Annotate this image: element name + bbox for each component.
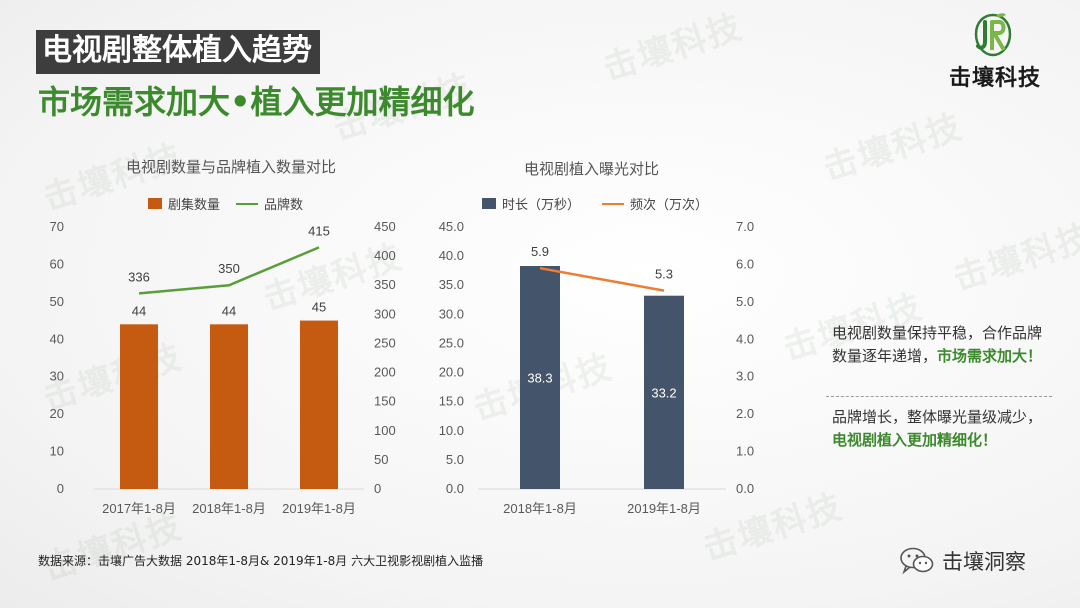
bar-value-label: 44 [222, 303, 236, 318]
y-left-tick-label: 50 [50, 294, 64, 309]
watermark: 击壤科技 [948, 216, 1080, 300]
chart1-title: 电视剧数量与品牌植入数量对比 [126, 158, 337, 176]
x-tick-label: 2019年1-8月 [282, 501, 356, 516]
y-right-tick-label: 300 [374, 306, 396, 321]
line-value-label: 336 [128, 269, 150, 284]
wechat-label: 击壤洞察 [942, 550, 1026, 574]
y-right-tick-label: 200 [374, 365, 396, 380]
y-right-tick-label: 400 [374, 248, 396, 263]
note-2: 品牌增长，整体曝光量级减少， 电视剧植入更加精细化！ [832, 406, 1054, 452]
y-right-tick-label: 0 [374, 481, 381, 496]
y-left-tick-label: 0.0 [446, 481, 464, 496]
jr-leaf-logo-icon [974, 13, 1012, 57]
legend-swatch [602, 202, 624, 205]
note-2-highlight: 电视剧植入更加精细化！ [832, 431, 998, 449]
chart2-legend-bar: 时长（万秒） [482, 194, 580, 213]
y-left-tick-label: 15.0 [439, 394, 464, 409]
series-line [138, 246, 320, 295]
logo-text: 击壤科技 [948, 66, 1041, 91]
y-right-tick-label: 50 [374, 452, 388, 467]
y-left-tick-label: 25.0 [439, 335, 464, 350]
bar [520, 266, 560, 489]
y-right-tick-label: 250 [374, 335, 396, 350]
legend-swatch [482, 198, 496, 209]
y-right-tick-label: 4.0 [736, 331, 754, 346]
bar-value-label: 44 [132, 303, 146, 318]
y-right-tick-label: 1.0 [736, 444, 754, 459]
chart1-legend-bar: 剧集数量 [148, 194, 220, 213]
y-left-tick-label: 10 [50, 444, 64, 459]
y-right-tick-label: 6.0 [736, 256, 754, 271]
y-left-tick-label: 40.0 [439, 248, 464, 263]
chart1-legend-line: 品牌数 [236, 194, 303, 213]
note-1-highlight: 市场需求加大！ [937, 347, 1043, 365]
y-left-tick-label: 30 [50, 369, 64, 384]
legend-label: 剧集数量 [168, 198, 221, 213]
wechat-account[interactable]: 击壤洞察 [900, 546, 1026, 576]
y-left-tick-label: 70 [50, 219, 64, 234]
y-left-tick-label: 5.0 [446, 452, 464, 467]
x-tick-label: 2018年1-8月 [192, 501, 266, 516]
legend-swatch [148, 198, 162, 209]
y-right-tick-label: 2.0 [736, 406, 754, 421]
watermark: 击壤科技 [598, 6, 748, 90]
note-1-text: 电视剧数量保持平稳，合作品牌数量逐年递增， [832, 324, 1043, 365]
bar [120, 324, 158, 489]
y-right-tick-label: 100 [374, 423, 396, 438]
wechat-icon [900, 547, 934, 575]
y-left-tick-label: 20.0 [439, 365, 464, 380]
legend-label: 时长（万秒） [502, 198, 581, 213]
watermark: 击壤科技 [818, 106, 968, 190]
chart2-legend-line: 频次（万次） [602, 194, 708, 213]
chart2-plot: 0.0 5.0 10.0 15.0 20.0 25.0 30.0 35.0 40.0 45.0 0.… [439, 219, 754, 516]
line-value-label: 415 [308, 223, 330, 238]
y-right-tick-label: 7.0 [736, 219, 754, 234]
y-right-tick-label: 0.0 [736, 481, 754, 496]
y-left-tick-label: 60 [50, 256, 64, 271]
y-left-tick-label: 20 [50, 406, 64, 421]
y-left-tick-label: 35.0 [439, 277, 464, 292]
y-left-tick-label: 0 [57, 481, 64, 496]
y-right-tick-label: 450 [374, 219, 396, 234]
legend-label: 品牌数 [264, 198, 304, 213]
y-right-tick-label: 350 [374, 277, 396, 292]
y-left-tick-label: 45.0 [439, 219, 464, 234]
x-tick-label: 2018年1-8月 [503, 501, 577, 516]
bar [300, 320, 338, 489]
page-title: 电视剧整体植入趋势 [36, 30, 320, 74]
bar-value-label: 33.2 [651, 385, 676, 400]
chart1-plot: 0 10 20 30 40 50 60 70 0 50 100 150 200 250 300 350 400 4… [50, 219, 396, 516]
bar-value-label: 38.3 [527, 371, 552, 386]
y-right-tick-label: 150 [374, 394, 396, 409]
y-left-tick-label: 30.0 [439, 306, 464, 321]
chart2-title: 电视剧植入曝光对比 [524, 160, 660, 178]
y-right-tick-label: 5.0 [736, 294, 754, 309]
bar [644, 295, 684, 489]
series-line [539, 266, 665, 292]
line-value-label: 350 [218, 261, 240, 276]
bar-value-label: 45 [312, 300, 326, 315]
y-left-tick-label: 40 [50, 331, 64, 346]
line-value-label: 5.9 [531, 244, 549, 259]
legend-swatch [236, 202, 258, 205]
legend-label: 频次（万次） [630, 198, 709, 213]
page-subtitle: 市场需求加大•植入更加精细化 [38, 83, 475, 121]
notes-divider [826, 396, 1052, 397]
data-source: 数据来源：击壤广告大数据 2018年1-8月& 2019年1-8月 六大卫视影视… [38, 554, 484, 568]
note-1: 电视剧数量保持平稳，合作品牌数量逐年递增，市场需求加大！ [832, 322, 1054, 368]
y-left-tick-label: 10.0 [439, 423, 464, 438]
line-value-label: 5.3 [655, 267, 673, 282]
x-tick-label: 2017年1-8月 [102, 501, 176, 516]
note-2-text: 品牌增长，整体曝光量级减少， [832, 408, 1043, 426]
x-tick-label: 2019年1-8月 [627, 501, 701, 516]
logo: 击壤科技 [930, 8, 1060, 92]
y-right-tick-label: 3.0 [736, 369, 754, 384]
bar [210, 324, 248, 489]
